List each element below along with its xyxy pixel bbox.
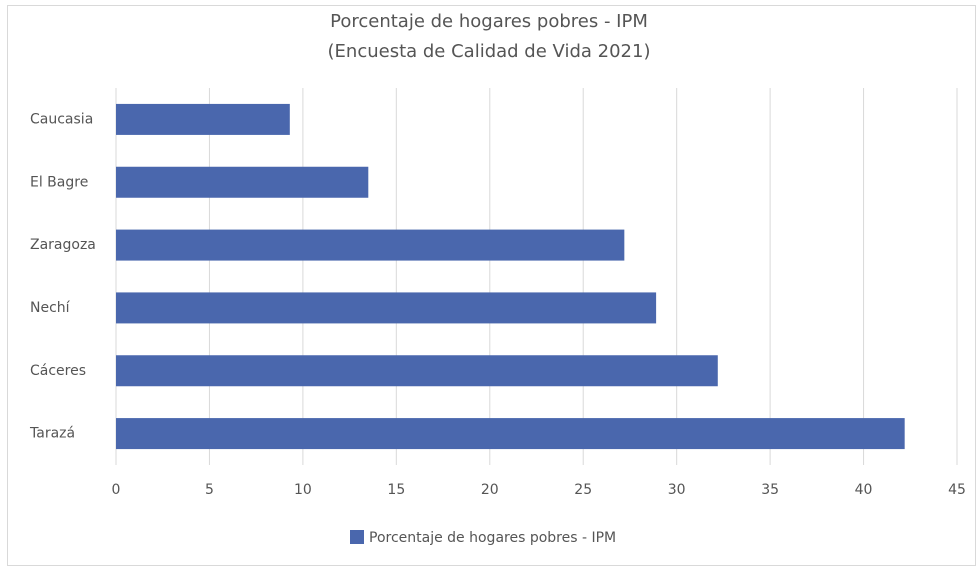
- bar: [116, 418, 905, 450]
- bar: [116, 166, 369, 198]
- bar: [116, 229, 625, 261]
- legend-swatch: [350, 530, 364, 544]
- x-tick-label: 25: [574, 482, 592, 498]
- y-tick-label: El Bagre: [30, 174, 88, 190]
- x-tick-label: 0: [112, 482, 121, 498]
- x-tick-label: 30: [668, 482, 686, 498]
- y-tick-label: Caucasia: [30, 111, 93, 127]
- x-tick-label: 45: [948, 482, 966, 498]
- bar: [116, 292, 657, 324]
- chart-border: [7, 5, 976, 566]
- x-tick-label: 35: [761, 482, 779, 498]
- y-tick-label: Nechí: [30, 300, 71, 316]
- bar: [116, 103, 290, 135]
- chart-subtitle: (Encuesta de Calidad de Vida 2021): [328, 41, 651, 62]
- x-tick-label: 15: [387, 482, 405, 498]
- x-tick-label: 40: [855, 482, 873, 498]
- y-tick-label: Tarazá: [29, 426, 75, 442]
- x-tick-label: 5: [205, 482, 214, 498]
- chart-title: Porcentaje de hogares pobres - IPM: [330, 11, 648, 32]
- x-tick-label: 10: [294, 482, 312, 498]
- legend-label: Porcentaje de hogares pobres - IPM: [369, 530, 616, 546]
- x-tick-label: 20: [481, 482, 499, 498]
- y-tick-label: Cáceres: [30, 363, 86, 379]
- bar: [116, 355, 718, 387]
- y-tick-label: Zaragoza: [30, 237, 96, 253]
